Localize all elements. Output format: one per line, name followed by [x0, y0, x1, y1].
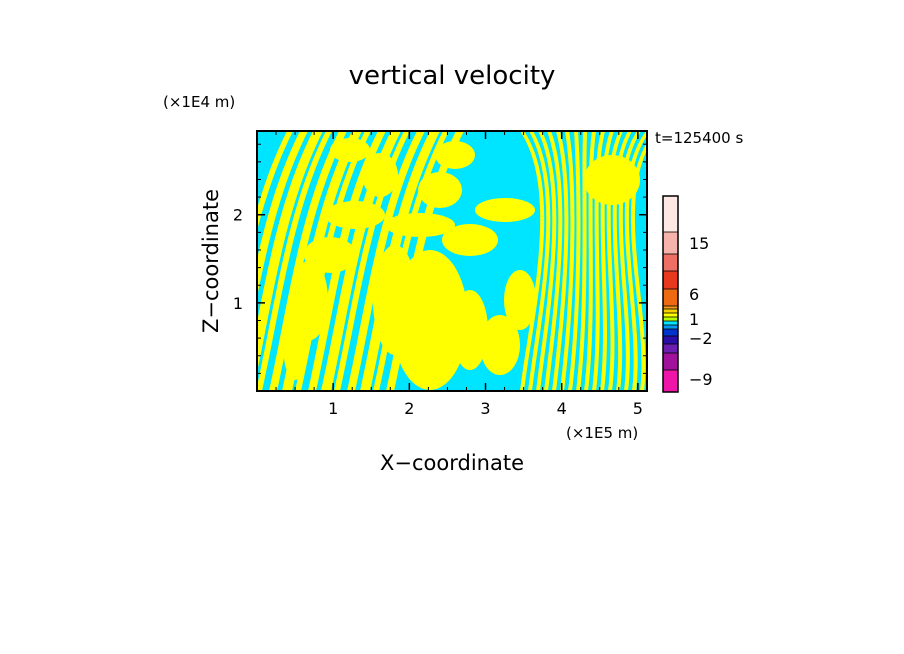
band-right — [544, 131, 563, 391]
colorbar-segment — [663, 232, 678, 254]
plot-frame — [256, 130, 648, 392]
band-left — [257, 131, 332, 391]
band-blob — [330, 138, 370, 162]
y-tick-label: 2 — [233, 206, 243, 225]
band-right — [560, 131, 575, 391]
colorbar-segment — [663, 329, 678, 336]
colorbar-segment — [663, 317, 678, 321]
colorbar-tick-label: −2 — [689, 329, 713, 348]
band-blob — [475, 198, 535, 222]
colorbar-segment — [663, 254, 678, 271]
positive-velocity-bands — [257, 131, 647, 391]
band-right — [568, 131, 581, 391]
band-blob — [442, 224, 498, 256]
colorbar-segment — [663, 336, 678, 344]
band-left — [321, 131, 401, 391]
band-blob — [385, 213, 455, 237]
colorbar-segment — [663, 344, 678, 353]
band-blob — [435, 141, 475, 169]
band-left — [347, 131, 425, 391]
y-axis-label: Z−coordinate — [199, 189, 223, 333]
band-right — [552, 131, 569, 391]
x-tick-label: 4 — [557, 399, 567, 418]
x-tick-label: 2 — [404, 399, 414, 418]
x-axis-unit: (×1E5 m) — [566, 424, 638, 442]
band-blob-topright — [584, 155, 640, 205]
band-right — [618, 131, 641, 391]
band-blob — [283, 310, 307, 380]
band-right — [624, 131, 647, 391]
band-left — [308, 131, 386, 391]
colorbar-segment — [663, 325, 678, 329]
chart-title: vertical velocity — [349, 61, 556, 91]
contour-field — [257, 131, 647, 391]
colorbar-segment — [663, 196, 678, 232]
colorbar-segment — [663, 370, 678, 392]
colorbar-segment — [663, 309, 678, 313]
band-blob — [418, 172, 462, 208]
colorbar-tick-label: −9 — [689, 370, 713, 389]
colorbar-tick-label: 6 — [689, 285, 699, 304]
x-tick-label: 5 — [633, 399, 643, 418]
y-axis-ticks: 12 — [233, 143, 647, 374]
x-axis-ticks: 1 2 3 4 5 — [275, 131, 643, 418]
x-axis-label: X−coordinate — [380, 451, 524, 475]
x-tick-label: 3 — [480, 399, 490, 418]
time-label: t=125400 s — [655, 129, 743, 147]
y-tick-label: 1 — [233, 294, 243, 313]
band-right — [536, 131, 557, 391]
band-right — [612, 131, 632, 391]
colorbar: 15 6 1−2 −9 — [662, 195, 713, 393]
colorbar-frame — [662, 195, 679, 393]
colorbar-tick-label: 15 — [689, 234, 709, 253]
colorbar-segment — [663, 313, 678, 317]
band-blob — [362, 153, 398, 197]
band-right — [584, 131, 596, 391]
band-right — [528, 131, 551, 391]
colorbar-segment — [663, 306, 678, 309]
band-blob — [504, 270, 536, 330]
band-left — [334, 131, 410, 391]
y-axis-unit: (×1E4 m) — [163, 93, 235, 111]
band-blob — [373, 245, 417, 355]
band-blob — [452, 290, 488, 370]
band-blob — [480, 315, 520, 375]
band-right — [520, 131, 545, 391]
colorbar-segment — [663, 321, 678, 325]
band-right — [630, 142, 647, 391]
band-right — [576, 131, 587, 391]
colorbar-tick-label: 1 — [689, 310, 699, 329]
x-tick-label: 1 — [328, 399, 338, 418]
colorbar-segment — [663, 271, 678, 289]
colorbar-segment — [663, 353, 678, 370]
band-blob — [325, 201, 385, 229]
colorbar-segment — [663, 289, 678, 306]
